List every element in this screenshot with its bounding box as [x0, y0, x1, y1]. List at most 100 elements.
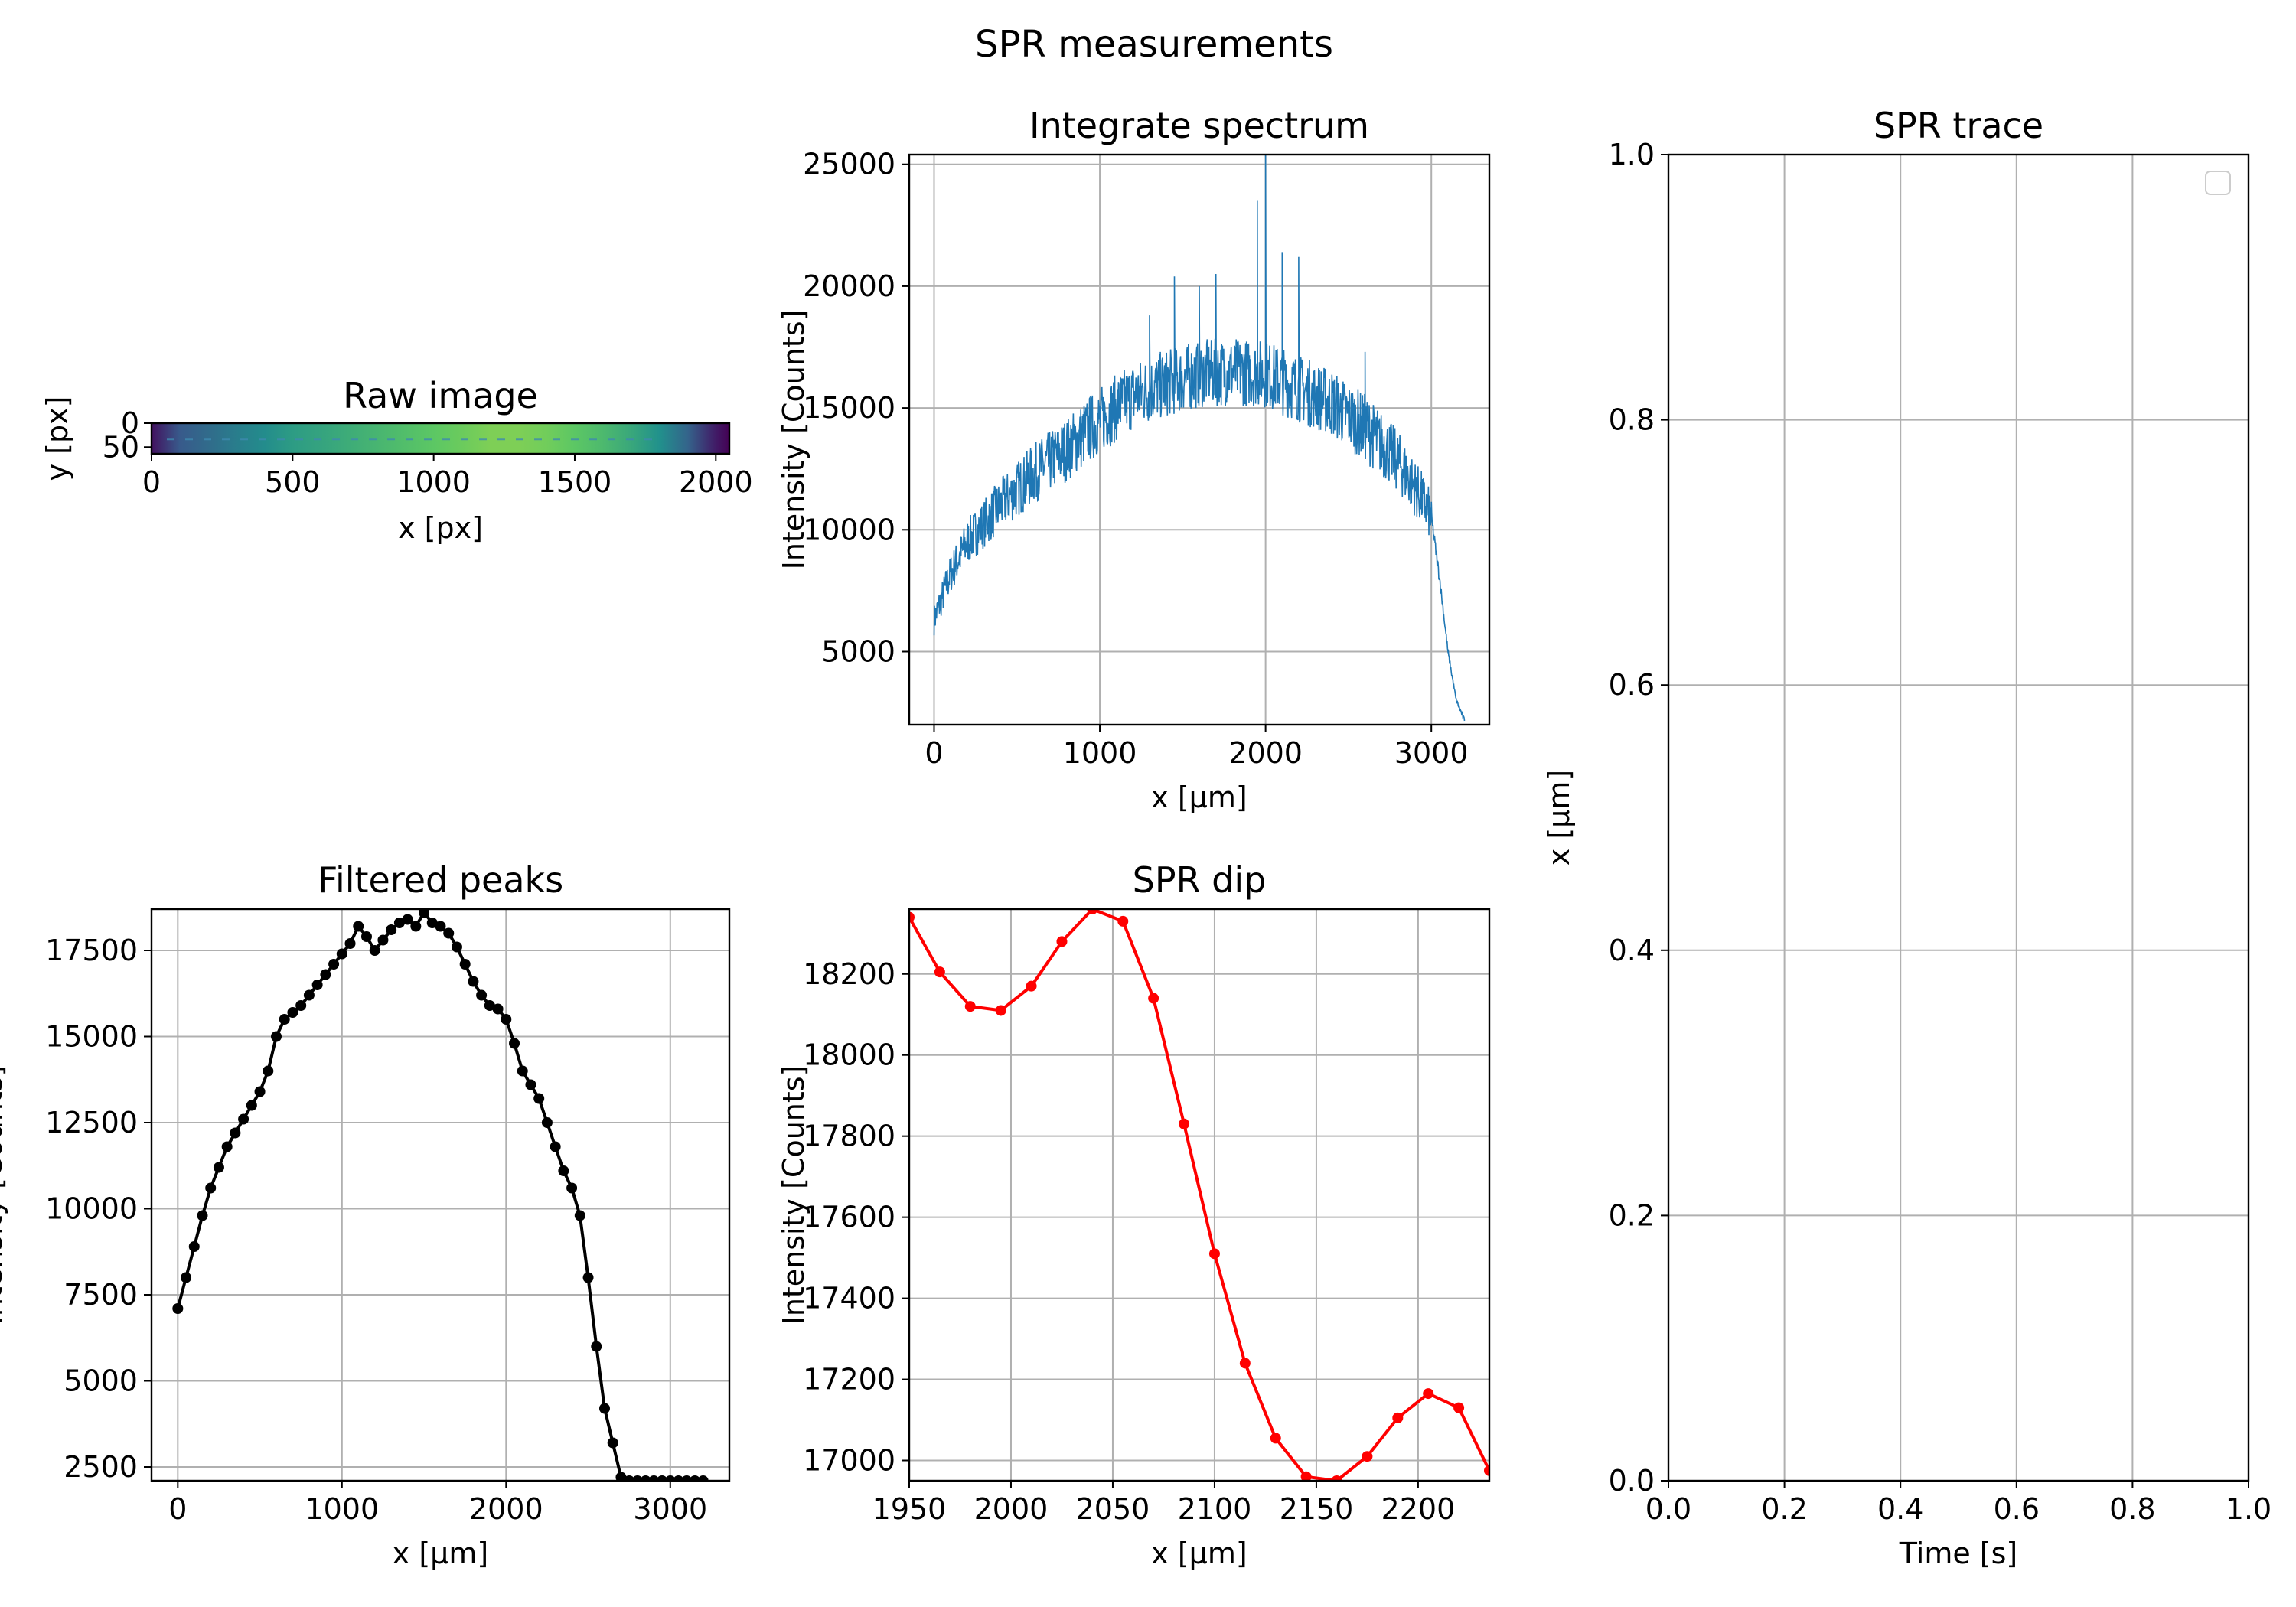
- trace-xtick-label: 0.2: [1761, 1492, 1807, 1526]
- peaks-ytick-label: 2500: [64, 1450, 138, 1484]
- dip-point: [1026, 980, 1037, 992]
- peaks-point: [221, 1141, 233, 1152]
- peaks-point: [681, 1475, 693, 1481]
- raw-image-pixels: [152, 423, 729, 454]
- peaks-point: [689, 1475, 700, 1481]
- dip-point: [1453, 1402, 1465, 1413]
- peaks-point: [566, 1182, 578, 1194]
- peaks-xlabel: x [μm]: [393, 1537, 488, 1570]
- peaks-point: [525, 1079, 536, 1090]
- peaks-point: [246, 1100, 257, 1111]
- dip-point: [964, 1001, 976, 1012]
- peaks-point: [426, 918, 438, 928]
- spectrum-ytick-label: 15000: [803, 391, 895, 425]
- trace-axes: 0.0 0.2 0.4 0.6 0.8 1.0 0.0 0.2 0.4 0.6 0.8 1.0 SPR …: [1542, 105, 2272, 1570]
- peaks-point: [631, 1475, 643, 1481]
- peaks-xtick-label: 2000: [469, 1492, 543, 1526]
- peaks-title: Filtered peaks: [318, 859, 563, 901]
- peaks-point: [271, 1031, 282, 1042]
- peaks-point: [295, 1000, 307, 1011]
- peaks-point: [664, 1475, 676, 1481]
- dip-xtick-label: 2050: [1076, 1492, 1150, 1526]
- dip-point: [1087, 909, 1098, 914]
- peaks-ytick-label: 15000: [45, 1020, 138, 1054]
- trace-ytick-label: 0.2: [1609, 1198, 1655, 1232]
- peaks-point: [419, 909, 430, 918]
- raw-ytick-label: 50: [103, 430, 139, 464]
- peaks-point: [188, 1241, 200, 1252]
- dip-point: [1392, 1412, 1404, 1423]
- peaks-point: [598, 1403, 610, 1414]
- trace-xlabel: Time [s]: [1899, 1537, 2018, 1570]
- peaks-point: [541, 1117, 553, 1128]
- peaks-point: [369, 945, 380, 956]
- peaks-point: [320, 969, 331, 980]
- peaks-point: [648, 1475, 660, 1481]
- peaks-xtick-label: 3000: [633, 1492, 707, 1526]
- peaks-point: [640, 1475, 651, 1481]
- peaks-point: [607, 1437, 618, 1449]
- dip-ytick-label: 17800: [803, 1120, 895, 1153]
- peaks-ytick-label: 5000: [64, 1364, 138, 1398]
- dip-ytick-label: 18000: [803, 1038, 895, 1072]
- spectrum-ytick-label: 25000: [803, 148, 895, 181]
- peaks-point: [517, 1065, 528, 1077]
- peaks-point: [353, 921, 364, 932]
- raw-xtick-label: 500: [265, 465, 321, 499]
- peaks-series: [172, 909, 709, 1481]
- peaks-point: [328, 959, 340, 970]
- spectrum-xtick-label: 0: [925, 736, 943, 770]
- peaks-point: [574, 1210, 585, 1221]
- peaks-point: [230, 1127, 241, 1139]
- spectrum-xlabel: x [μm]: [1151, 781, 1247, 814]
- peaks-point: [533, 1093, 545, 1104]
- dip-xtick-label: 2100: [1178, 1492, 1252, 1526]
- spectrum-ytick-label: 5000: [821, 634, 895, 668]
- spectrum-line: [933, 155, 1466, 722]
- peaks-point: [336, 948, 347, 960]
- trace-xtick-label: 0.0: [1645, 1492, 1691, 1526]
- peaks-xtick-label: 1000: [305, 1492, 379, 1526]
- dip-point: [1362, 1451, 1373, 1462]
- dip-ylabel: Intensity [Counts]: [777, 1065, 810, 1325]
- dip-point: [995, 1005, 1006, 1016]
- dip-point: [1270, 1433, 1281, 1444]
- spectrum-ytick-label: 20000: [803, 269, 895, 303]
- peaks-point: [697, 1475, 709, 1481]
- raw-axes: 0 500 1000 1500 2000 050 Raw image x [px] y [px]: [41, 375, 753, 545]
- peaks-point: [468, 976, 479, 987]
- trace-xtick-label: 0.4: [1877, 1492, 1923, 1526]
- peaks-point: [673, 1475, 684, 1481]
- peaks-point: [344, 938, 356, 949]
- raw-xlabel: x [px]: [398, 511, 483, 545]
- peaks-point: [459, 959, 471, 970]
- trace-ytick-label: 1.0: [1609, 138, 1655, 171]
- peaks-point: [205, 1182, 217, 1194]
- peaks-point: [582, 1272, 594, 1283]
- peaks-point: [303, 989, 315, 1001]
- spectrum-xtick-label: 3000: [1394, 736, 1469, 770]
- raw-title: Raw image: [343, 375, 538, 416]
- peaks-point: [591, 1341, 602, 1352]
- peaks-point: [402, 914, 413, 925]
- dip-point: [1148, 993, 1159, 1004]
- trace-ytick-label: 0.4: [1609, 934, 1655, 967]
- dip-point: [1056, 936, 1068, 947]
- peaks-point: [410, 921, 422, 932]
- dip-xtick-label: 2150: [1280, 1492, 1354, 1526]
- peaks-point: [624, 1475, 635, 1481]
- peaks-point: [501, 1014, 512, 1025]
- raw-xtick-label: 1500: [538, 465, 612, 499]
- peaks-point: [377, 934, 389, 946]
- peaks-frame: [150, 908, 731, 1482]
- peaks-point: [238, 1113, 249, 1125]
- peaks-point: [435, 921, 446, 932]
- dip-point: [1239, 1358, 1251, 1369]
- peaks-point: [558, 1165, 569, 1176]
- peaks-point: [393, 918, 405, 928]
- peaks-point: [172, 1303, 184, 1314]
- trace-ylabel: x [μm]: [1542, 770, 1576, 865]
- peaks-point: [492, 1003, 504, 1015]
- peaks-ytick-label: 10000: [45, 1192, 138, 1226]
